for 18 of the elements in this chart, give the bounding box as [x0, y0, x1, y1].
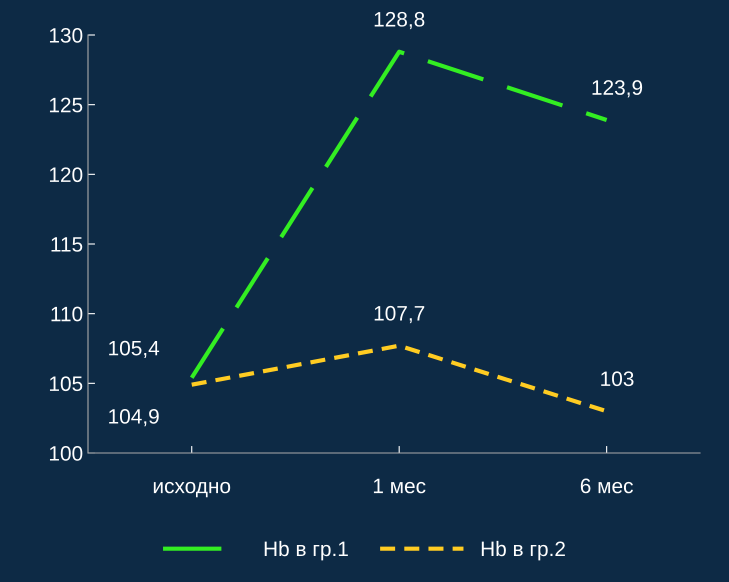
y-tick-label: 130	[50, 28, 82, 43]
data-label: 105,4	[109, 340, 160, 358]
legend-label: Hb в гр.2	[482, 540, 565, 560]
x-tick-label: исходно	[154, 482, 230, 498]
x-tick-label: 1 мес	[374, 478, 426, 494]
y-tick-label: 100	[50, 446, 82, 461]
data-label: 103	[601, 371, 634, 386]
y-tick-label: 125	[50, 98, 82, 112]
y-tick-label: 110	[52, 306, 82, 322]
legend-label: Hb в гр.1	[264, 540, 348, 560]
data-label: 123,9	[592, 80, 642, 98]
y-tick-label: 105	[50, 376, 82, 392]
y-tick-label: 115	[52, 237, 82, 252]
y-tick-label: 120	[50, 167, 82, 182]
data-label: 107,7	[374, 306, 424, 324]
data-label: 104,9	[109, 409, 159, 426]
data-label: 128,8	[374, 12, 424, 30]
x-tick-label: 6 мес	[580, 478, 633, 494]
